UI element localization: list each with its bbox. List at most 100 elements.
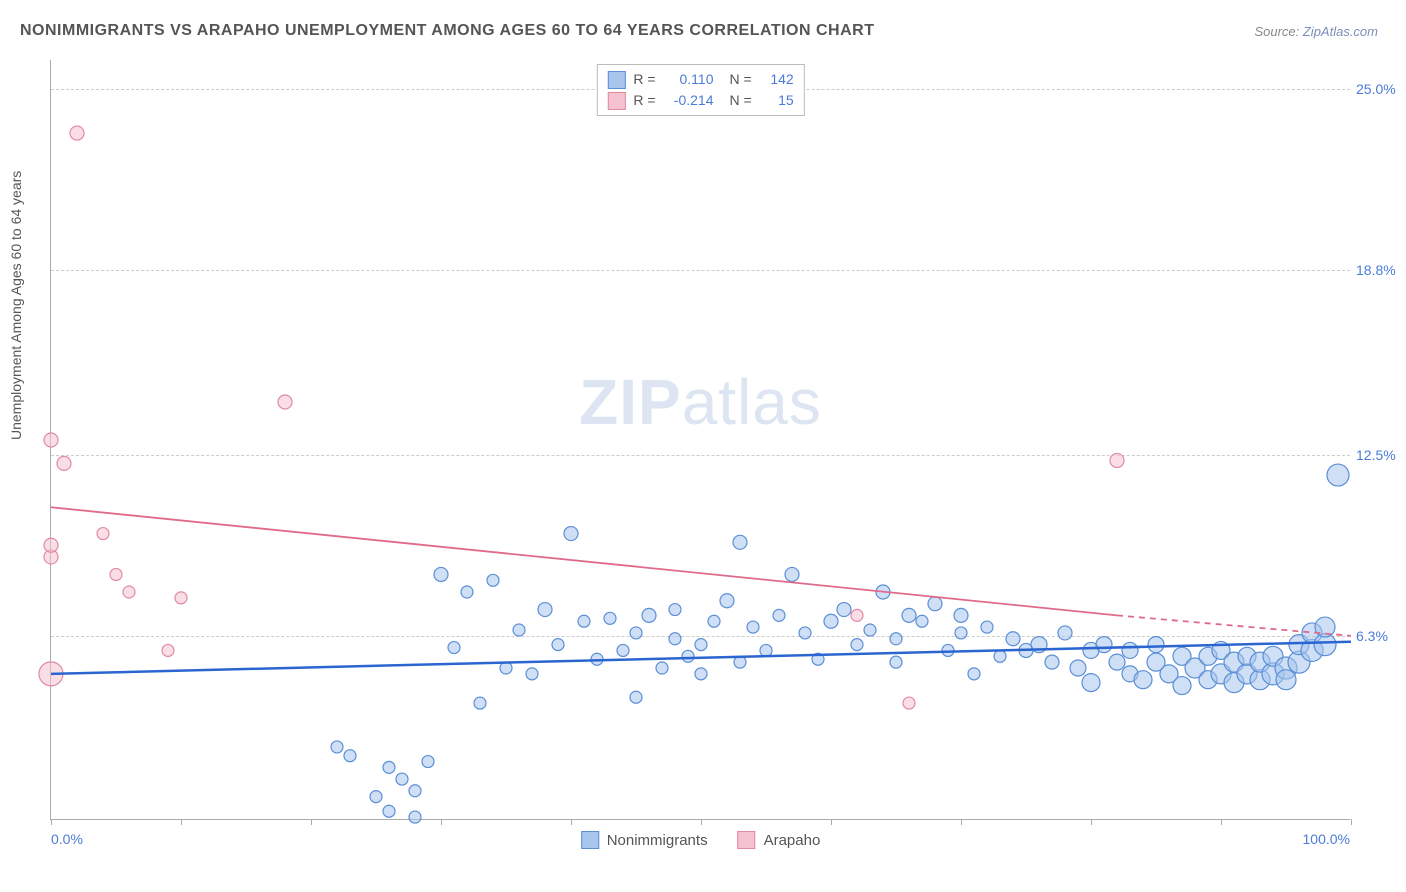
x-tick [1221, 819, 1222, 825]
data-point [44, 538, 58, 552]
chart-title: NONIMMIGRANTS VS ARAPAHO UNEMPLOYMENT AM… [20, 22, 874, 40]
data-point [630, 627, 642, 639]
data-point [708, 615, 720, 627]
data-point [448, 642, 460, 654]
data-point [44, 433, 58, 447]
data-point [617, 644, 629, 656]
data-point [1045, 655, 1059, 669]
data-point [1173, 677, 1191, 695]
data-point [695, 639, 707, 651]
x-tick [441, 819, 442, 825]
source-attribution: Source: ZipAtlas.com [1254, 24, 1378, 39]
data-point [682, 650, 694, 662]
data-point [903, 697, 915, 709]
stats-swatch [607, 92, 625, 110]
data-point [1006, 632, 1020, 646]
data-point [890, 656, 902, 668]
data-point [981, 621, 993, 633]
data-point [851, 609, 863, 621]
data-point [409, 811, 421, 823]
data-point [97, 528, 109, 540]
data-point [916, 615, 928, 627]
legend-label: Arapaho [764, 832, 821, 849]
y-tick-label: 12.5% [1356, 447, 1406, 463]
source-prefix: Source: [1254, 24, 1302, 39]
data-point [968, 668, 980, 680]
data-point [928, 597, 942, 611]
data-point [70, 126, 84, 140]
data-point [175, 592, 187, 604]
data-point [864, 624, 876, 636]
data-point [720, 594, 734, 608]
data-point [162, 644, 174, 656]
n-label: N = [730, 90, 752, 111]
data-point [461, 586, 473, 598]
x-axis-max-label: 100.0% [1303, 831, 1350, 847]
x-tick [831, 819, 832, 825]
data-point [1122, 642, 1138, 658]
data-point [278, 395, 292, 409]
data-point [578, 615, 590, 627]
data-point [396, 773, 408, 785]
legend-item: Nonimmigrants [581, 831, 708, 849]
data-point [890, 633, 902, 645]
data-point [994, 650, 1006, 662]
data-point [1110, 453, 1124, 467]
data-point [954, 608, 968, 622]
r-value: 0.110 [664, 69, 714, 90]
data-point [487, 574, 499, 586]
data-point [1327, 464, 1349, 486]
legend-item: Arapaho [738, 831, 821, 849]
x-tick [311, 819, 312, 825]
data-point [564, 527, 578, 541]
data-point [513, 624, 525, 636]
data-point [1276, 670, 1296, 690]
x-tick [701, 819, 702, 825]
data-point [604, 612, 616, 624]
data-point [434, 567, 448, 581]
data-point [552, 639, 564, 651]
data-point [955, 627, 967, 639]
data-point [110, 568, 122, 580]
r-label: R = [633, 90, 655, 111]
data-point [1315, 617, 1335, 637]
data-point [733, 535, 747, 549]
n-value: 15 [760, 90, 794, 111]
data-point [383, 761, 395, 773]
data-point [695, 668, 707, 680]
data-point [409, 785, 421, 797]
data-point [538, 603, 552, 617]
legend-swatch [738, 831, 756, 849]
x-tick [571, 819, 572, 825]
y-tick-label: 18.8% [1356, 262, 1406, 278]
data-point [669, 604, 681, 616]
data-point [669, 633, 681, 645]
stats-row: R = -0.214 N = 15 [607, 90, 793, 111]
data-point [851, 639, 863, 651]
y-axis-label: Unemployment Among Ages 60 to 64 years [8, 171, 24, 440]
plot-area: 6.3%12.5%18.8%25.0% ZIPatlas R =0.110N =… [50, 60, 1350, 820]
n-label: N = [730, 69, 752, 90]
x-tick [1351, 819, 1352, 825]
source-link[interactable]: ZipAtlas.com [1303, 24, 1378, 39]
legend-label: Nonimmigrants [607, 832, 708, 849]
data-point [1070, 660, 1086, 676]
r-value: -0.214 [664, 90, 714, 111]
data-point [1109, 654, 1125, 670]
data-point [344, 750, 356, 762]
stats-swatch [607, 71, 625, 89]
data-point [785, 567, 799, 581]
data-point [1096, 637, 1112, 653]
data-point [824, 614, 838, 628]
data-point [799, 627, 811, 639]
x-tick [1091, 819, 1092, 825]
data-point [1134, 671, 1152, 689]
data-point [630, 691, 642, 703]
data-point [422, 756, 434, 768]
data-point [837, 603, 851, 617]
correlation-stats-box: R =0.110N =142R =-0.214N =15 [596, 64, 804, 116]
data-point [331, 741, 343, 753]
data-point [1148, 637, 1164, 653]
y-tick-label: 25.0% [1356, 81, 1406, 97]
data-point [526, 668, 538, 680]
